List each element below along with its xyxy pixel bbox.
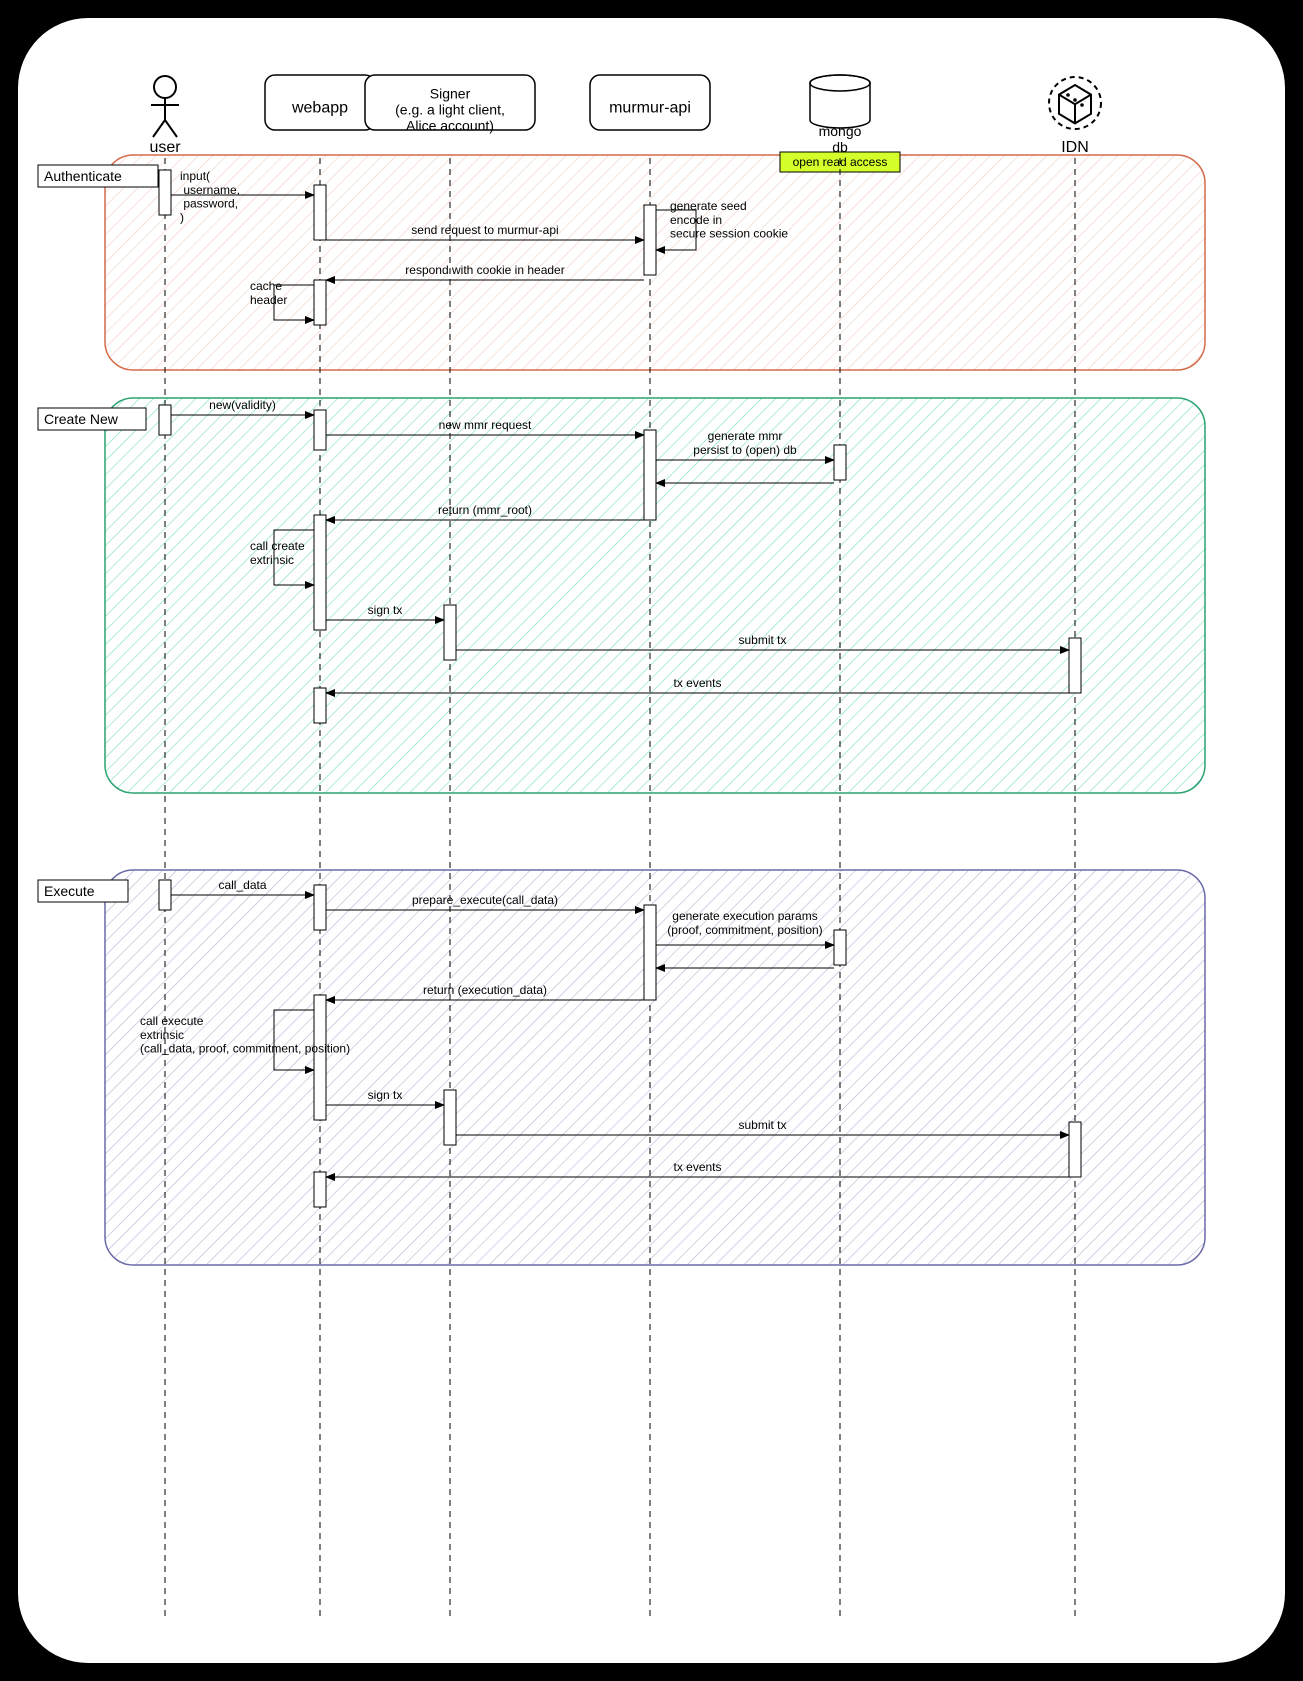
- activation-mongo-7: [834, 445, 846, 480]
- section-exec-label: Execute: [44, 883, 95, 899]
- msg-user-webapp-5-label: new(validity): [209, 398, 276, 412]
- section-create-label: Create New: [44, 411, 119, 427]
- activation-murmur-14: [644, 905, 656, 1000]
- msg-murmur-webapp-9-label: return (mmr_root): [438, 503, 532, 517]
- section-auth-label: Authenticate: [44, 168, 122, 184]
- activation-webapp-1: [314, 185, 326, 240]
- actor-user-label: user: [149, 139, 181, 156]
- activation-webapp-5: [314, 410, 326, 450]
- activation-webapp-11: [314, 688, 326, 723]
- activation-webapp-19: [314, 1172, 326, 1207]
- activation-webapp-3: [314, 280, 326, 325]
- msg-user-webapp-14-label: call_data: [218, 878, 266, 892]
- activation-idn-18: [1069, 1122, 1081, 1177]
- activation-user-4: [159, 405, 171, 435]
- msg-webapp-signer-20-label: sign tx: [368, 1088, 403, 1102]
- msg-murmur-webapp-3-label: respond with cookie in header: [405, 263, 564, 277]
- activation-murmur-2: [644, 205, 656, 275]
- msg-webapp-murmur-1-label: send request to murmur-api: [411, 223, 558, 237]
- actor-mongo-icon: [810, 75, 870, 128]
- activation-mongo-15: [834, 930, 846, 965]
- activation-idn-10: [1069, 638, 1081, 693]
- activation-webapp-13: [314, 885, 326, 930]
- msg-webapp-murmur-15-label: prepare_execute(call_data): [412, 893, 558, 907]
- actor-webapp-label: webapp: [291, 100, 348, 117]
- msg-murmur-mongo-16-label: generate execution params(proof, commitm…: [667, 909, 822, 937]
- msg-idn-webapp-13-label: tx events: [673, 676, 721, 690]
- msg-murmur-mongo-7-label: generate mmrpersist to (open) db: [693, 429, 797, 457]
- msg-webapp-signer-11-label: sign tx: [368, 603, 403, 617]
- activation-user-0: [159, 170, 171, 215]
- activation-webapp-8: [314, 515, 326, 630]
- msg-murmur-webapp-18-label: return (execution_data): [423, 983, 547, 997]
- actor-idn-label: IDN: [1061, 139, 1089, 156]
- msg-idn-webapp-22-label: tx events: [673, 1160, 721, 1174]
- activation-user-12: [159, 880, 171, 910]
- activation-murmur-6: [644, 430, 656, 520]
- actor-murmur-label: murmur-api: [609, 100, 691, 117]
- activation-webapp-16: [314, 995, 326, 1120]
- msg-signer-idn-21-label: submit tx: [738, 1118, 786, 1132]
- msg-self-4-label: cacheheader: [250, 279, 287, 307]
- msg-webapp-murmur-6-label: new mmr request: [439, 418, 532, 432]
- sequence-diagram: AuthenticateCreate NewExecuteuserwebappS…: [0, 0, 1303, 1681]
- activation-signer-9: [444, 605, 456, 660]
- activation-signer-17: [444, 1090, 456, 1145]
- msg-signer-idn-12-label: submit tx: [738, 633, 786, 647]
